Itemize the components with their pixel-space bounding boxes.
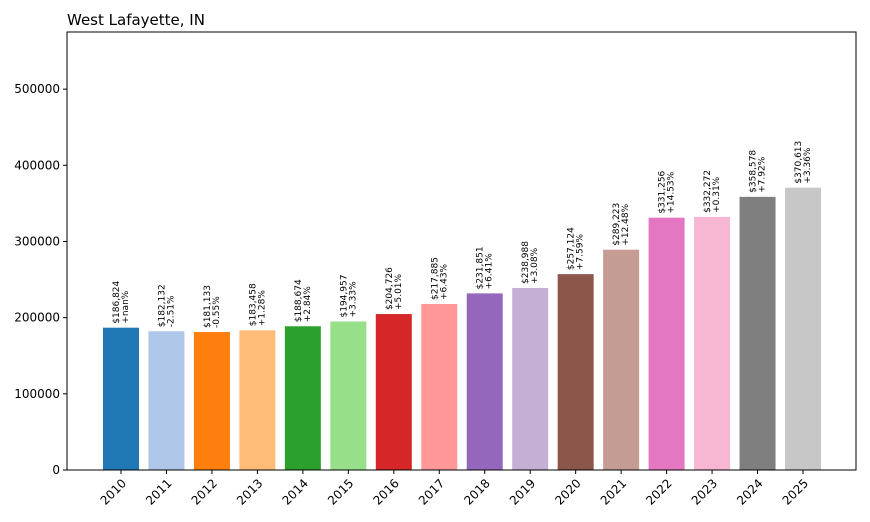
price-label: $370,613 xyxy=(794,141,804,184)
chart-title: West Lafayette, IN xyxy=(67,11,205,29)
y-tick-label-300000: 300000 xyxy=(14,234,60,248)
y-tick-label-500000: 500000 xyxy=(14,82,60,96)
price-label: $358,578 xyxy=(749,150,759,193)
change-label: +7.92% xyxy=(758,156,768,193)
price-label: $182,132 xyxy=(157,284,167,327)
bar-label-2016: $204,726+5.01% xyxy=(385,267,404,310)
change-label: +1.28% xyxy=(257,290,267,327)
bar-label-2012: $181,133-0.55% xyxy=(203,285,222,328)
x-tick-label-2020: 2020 xyxy=(552,476,583,507)
x-tick-label-2010: 2010 xyxy=(98,476,129,507)
bar-2016 xyxy=(375,314,412,470)
bar-label-2025: $370,613+3.36% xyxy=(794,141,813,184)
bar-2020 xyxy=(557,274,594,470)
y-tick-label-200000: 200000 xyxy=(14,311,60,325)
bars-group xyxy=(103,187,821,470)
price-label: $231,851 xyxy=(476,246,486,289)
bar-2013 xyxy=(239,330,276,470)
y-tick-label-100000: 100000 xyxy=(14,387,60,401)
x-tick-label-2015: 2015 xyxy=(325,476,356,507)
price-label: $238,988 xyxy=(521,241,531,284)
bar-label-2018: $231,851+6.41% xyxy=(476,246,495,289)
x-tick-label-2013: 2013 xyxy=(234,476,265,507)
y-tick-label-400000: 400000 xyxy=(14,158,60,172)
change-label: +2.84% xyxy=(303,286,313,323)
change-label: +12.48% xyxy=(621,203,631,245)
change-label: +7.59% xyxy=(576,234,586,271)
change-label: +3.08% xyxy=(530,247,540,284)
price-label: $332,272 xyxy=(703,170,713,213)
bar-2018 xyxy=(466,293,503,470)
bar-label-2017: $217,885+6.43% xyxy=(430,257,449,300)
bar-label-2011: $182,132-2.51% xyxy=(157,284,176,327)
bar-label-2022: $331,256+14.53% xyxy=(658,170,677,213)
bar-label-2021: $289,223+12.48% xyxy=(612,203,631,246)
bar-label-2023: $332,272+0.31% xyxy=(703,170,722,213)
bar-2025 xyxy=(785,187,821,470)
x-tick-label-2021: 2021 xyxy=(598,476,629,507)
price-label: $331,256 xyxy=(658,170,668,213)
price-label: $257,124 xyxy=(567,227,577,270)
price-label: $188,674 xyxy=(294,279,304,322)
bar-label-2014: $188,674+2.84% xyxy=(294,279,313,322)
bar-2019 xyxy=(512,287,549,470)
bar-2014 xyxy=(284,326,321,470)
price-label: $217,885 xyxy=(430,257,440,300)
x-tick-label-2022: 2022 xyxy=(643,476,674,507)
price-label: $204,726 xyxy=(385,267,395,310)
price-label: $289,223 xyxy=(612,203,622,246)
x-tick-label-2011: 2011 xyxy=(143,476,174,507)
bar-2015 xyxy=(330,321,367,470)
change-label: +6.43% xyxy=(439,263,449,300)
change-label: +14.53% xyxy=(667,171,677,213)
x-tick-label-2018: 2018 xyxy=(461,476,492,507)
change-label: +3.36% xyxy=(803,147,813,184)
bar-label-2019: $238,988+3.08% xyxy=(521,241,540,284)
change-label: -2.51% xyxy=(166,295,176,327)
change-label: +nan% xyxy=(121,290,131,323)
x-tick-label-2016: 2016 xyxy=(370,476,401,507)
bar-2022 xyxy=(648,217,685,470)
change-label: +3.33% xyxy=(348,281,358,318)
x-tick-label-2019: 2019 xyxy=(507,476,538,507)
x-tick-label-2023: 2023 xyxy=(689,476,720,507)
change-label: +0.31% xyxy=(712,176,722,213)
bar-label-2020: $257,124+7.59% xyxy=(567,227,586,270)
x-tick-label-2025: 2025 xyxy=(780,476,811,507)
bar-label-2015: $194,957+3.33% xyxy=(339,275,358,318)
bar-2011 xyxy=(148,331,185,470)
bar-2012 xyxy=(193,332,230,470)
y-axis: 0 100000 200000 300000 400000 500000 xyxy=(14,82,67,477)
bar-2023 xyxy=(694,216,731,470)
plot-frame xyxy=(66,31,857,471)
price-label: $183,458 xyxy=(248,283,258,326)
bar-2024 xyxy=(739,196,776,470)
bar-2010 xyxy=(103,327,139,470)
change-label: +5.01% xyxy=(394,273,404,310)
x-tick-label-2017: 2017 xyxy=(416,476,447,507)
y-tick-label-0: 0 xyxy=(52,463,60,477)
bar-2017 xyxy=(421,304,458,470)
price-label: $194,957 xyxy=(339,275,349,318)
bar-label-2013: $183,458+1.28% xyxy=(248,283,267,326)
bar-label-2024: $358,578+7.92% xyxy=(749,150,768,193)
x-tick-label-2014: 2014 xyxy=(279,476,310,507)
change-label: +6.41% xyxy=(485,253,495,290)
x-axis: 2010 2011 2012 2013 2014 2015 2016 2017 2018 2019… xyxy=(98,470,811,508)
bar-label-2010: $186,824+nan% xyxy=(112,280,131,323)
x-tick-label-2012: 2012 xyxy=(189,476,220,507)
price-label: $186,824 xyxy=(112,280,122,323)
bar-labels-group: $186,824+nan% $182,132-2.51% $181,133-0.55… xyxy=(112,141,813,328)
x-tick-label-2024: 2024 xyxy=(734,476,765,507)
change-label: -0.55% xyxy=(212,296,222,328)
bar-2021 xyxy=(603,249,640,470)
price-label: $181,133 xyxy=(203,285,213,328)
